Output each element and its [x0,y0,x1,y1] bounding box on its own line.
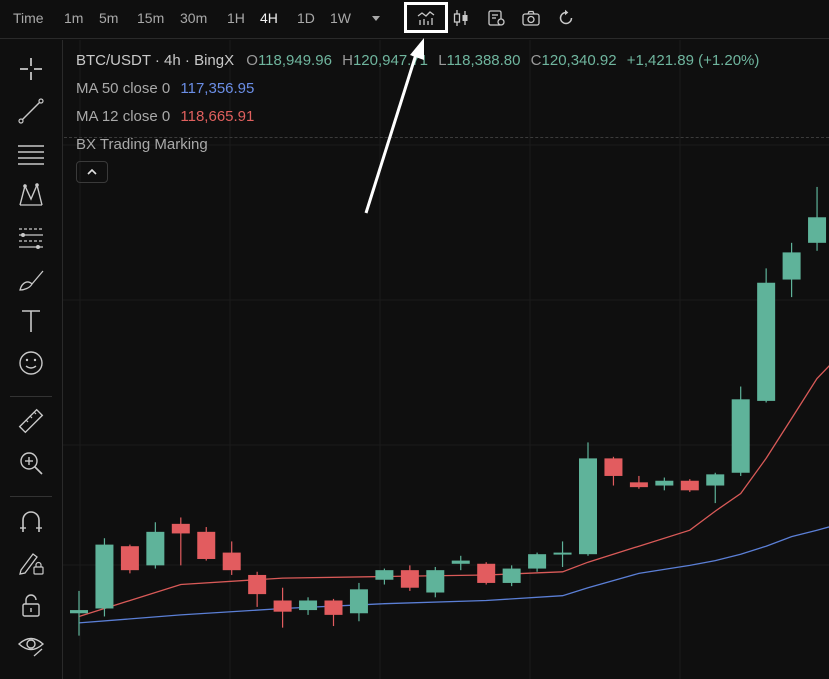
high-value: 120,947.71 [352,52,429,69]
candle-up [95,544,114,609]
candle-down [273,600,292,612]
ma12-label: MA 12 close 0 [76,108,171,125]
timeframe-time[interactable]: Time [13,10,44,26]
candle-up [757,282,776,401]
candle-down [400,570,419,588]
candle-up [782,252,801,280]
emoji-icon[interactable] [16,348,46,378]
highlight-box [404,2,448,33]
text-tool-icon[interactable] [16,306,46,336]
timeframe-5m[interactable]: 5m [99,10,119,26]
candle-up [502,568,521,583]
candle-down [477,563,496,583]
top-toolbar: Time 1m 5m 15m 30m 1H 4H 1D 1W [0,0,829,39]
candle-up [528,554,547,569]
reset-icon[interactable] [556,8,576,28]
candle-up [146,531,165,566]
low-label: L [438,52,447,69]
ma12-legend[interactable]: MA 12 close 0 118,665.91 [76,108,254,125]
template-icon[interactable] [486,8,506,28]
high-label: H [342,52,353,69]
candle-up [579,458,597,555]
indicator-label: BX Trading Marking [76,136,208,153]
ma50-value: 117,356.95 [180,80,255,97]
candle-down [248,574,267,595]
timeframe-1w[interactable]: 1W [330,10,351,26]
zoom-icon[interactable] [16,448,46,478]
camera-icon[interactable] [521,8,541,28]
horizontal-lines-icon[interactable] [16,138,46,168]
candle-type-icon[interactable] [451,8,471,28]
brush-icon[interactable] [16,264,46,294]
candle-up [731,399,750,473]
collapse-legend-button[interactable] [76,161,108,183]
pattern-icon[interactable] [16,180,46,210]
indicator-legend[interactable]: BX Trading Marking [76,136,208,153]
close-label: C [530,52,542,69]
timeframe-dropdown-icon[interactable] [366,8,386,28]
change-value: +1,421.89 (+1.20%) [626,52,760,69]
price-chart[interactable] [63,0,829,679]
candle-up [808,217,827,243]
open-value: 118,949.96 [257,52,332,69]
lock-icon[interactable] [16,590,46,620]
ma12-value: 118,665.91 [180,108,255,125]
ma50-label: MA 50 close 0 [76,80,171,97]
magnet-icon[interactable] [16,506,46,536]
timeframe-4h[interactable]: 4H [260,10,278,26]
ma12-line [78,365,829,618]
lock-drawing-icon[interactable] [16,548,46,578]
timeframe-1h[interactable]: 1H [227,10,245,26]
low-value: 118,388.80 [446,52,521,69]
drawing-toolbar [0,40,63,679]
legend-divider [64,137,829,138]
candle-up [299,600,318,611]
candle-up [451,560,470,564]
candle-down [222,552,241,571]
candle-up [70,610,88,614]
timeframe-1d[interactable]: 1D [297,10,315,26]
candle-up [349,589,368,614]
timeframe-15m[interactable]: 15m [137,10,165,26]
candle-up [655,480,674,486]
candle-down [324,600,343,615]
timeframe-30m[interactable]: 30m [180,10,208,26]
chevron-up-icon [87,168,97,175]
fibonacci-icon[interactable] [16,222,46,252]
candle-down [629,482,648,488]
candle-up [375,570,394,580]
candle-down [680,480,699,491]
sidebar-divider [10,496,52,497]
ma50-legend[interactable]: MA 50 close 0 117,356.95 [76,80,254,97]
candle-up [553,552,572,555]
indicators-icon[interactable] [416,8,436,28]
symbol-label[interactable]: BTC/USDT · 4h · BingX [76,52,235,69]
candle-down [604,458,623,476]
candle-down [197,531,216,559]
candle-up [426,570,445,593]
candle-down [120,546,139,571]
ruler-icon[interactable] [16,406,46,436]
open-label: O [246,52,258,69]
close-value: 120,340.92 [541,52,617,69]
symbol-legend: BTC/USDT · 4h · BingX O118,949.96 H120,9… [76,52,759,69]
visibility-icon[interactable] [16,630,46,660]
candle-up [706,474,725,486]
sidebar-divider [10,396,52,397]
crosshair-icon[interactable] [16,54,46,84]
trend-line-icon[interactable] [16,96,46,126]
candle-down [171,523,190,534]
timeframe-1m[interactable]: 1m [64,10,84,26]
